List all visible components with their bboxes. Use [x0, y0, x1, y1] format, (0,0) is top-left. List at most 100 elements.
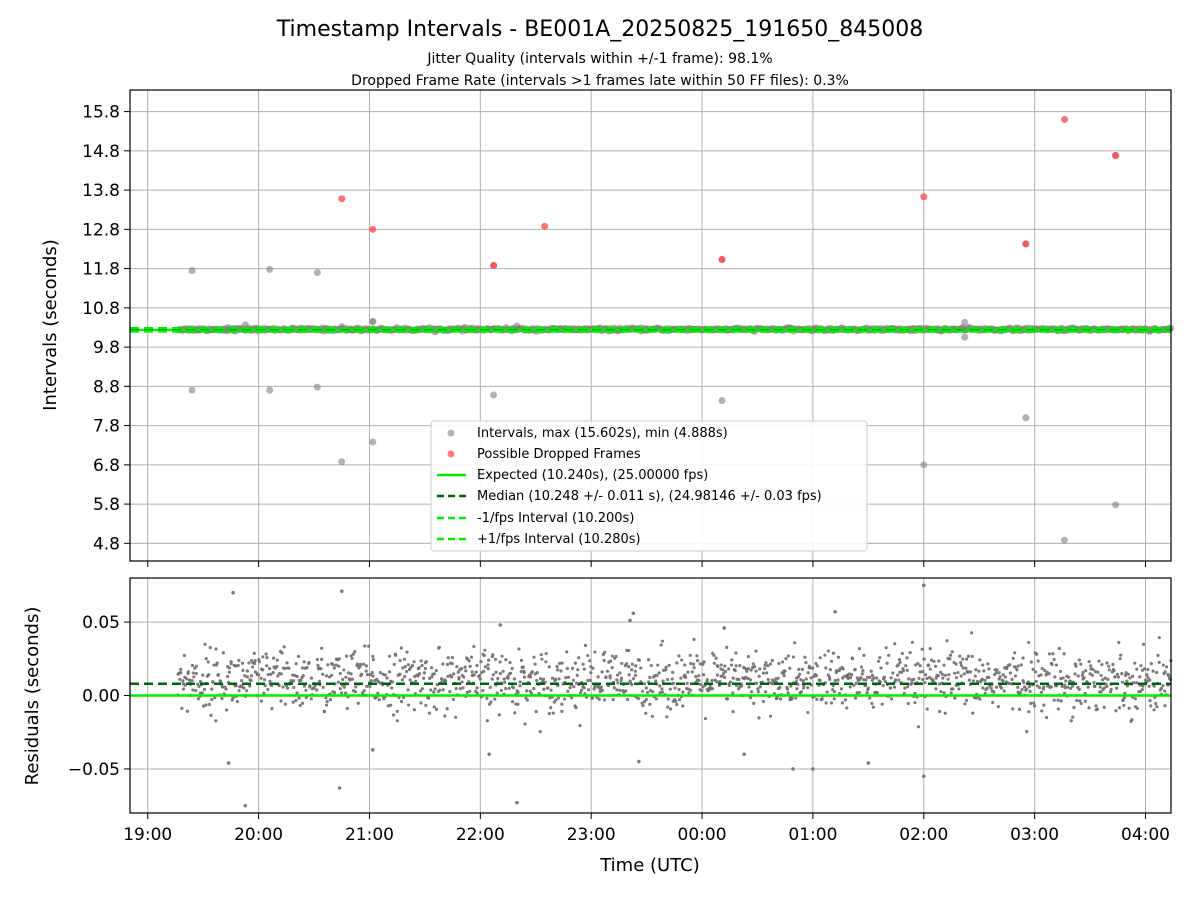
- bot-band-point: [716, 664, 720, 669]
- bot-band-point: [749, 668, 753, 672]
- bot-band-point: [1152, 708, 1156, 712]
- bot-band-point: [824, 666, 828, 670]
- bot-band-point: [818, 678, 822, 682]
- bot-band-point: [925, 707, 929, 711]
- bot-band-point: [726, 667, 731, 671]
- bot-band-point: [789, 684, 793, 688]
- bot-band-point: [450, 655, 454, 660]
- bot-band-point: [970, 631, 974, 635]
- bot-band-point: [438, 688, 442, 692]
- bot-band-point: [338, 687, 342, 691]
- top-outlier-point: [338, 458, 346, 466]
- bot-band-point: [522, 671, 526, 675]
- bot-band-point: [1083, 699, 1087, 703]
- bot-band-point: [665, 715, 669, 719]
- bot-band-point: [637, 658, 641, 662]
- legend-marker-dropped: [447, 450, 455, 458]
- legend-label-expected: Expected (10.240s), (25.00000 fps): [477, 468, 708, 483]
- bot-band-point: [259, 699, 264, 703]
- bot-band-point: [249, 678, 253, 683]
- bot-band-point: [1051, 652, 1055, 656]
- bot-band-point: [868, 675, 872, 679]
- bot-band-point: [602, 658, 606, 663]
- bot-outlier-point: [337, 786, 342, 790]
- bot-band-point: [1064, 679, 1068, 683]
- bot-band-point: [658, 684, 662, 688]
- bot-band-point: [1042, 685, 1046, 689]
- bot-band-point: [1135, 681, 1139, 685]
- bot-band-point: [687, 691, 691, 695]
- bot-band-point: [857, 647, 862, 651]
- bot-band-point: [1044, 673, 1048, 677]
- bot-band-point: [401, 666, 405, 670]
- bot-band-point: [253, 658, 257, 663]
- bot-outlier-point: [637, 759, 641, 764]
- chart-subtitle-2: Dropped Frame Rate (intervals >1 frames …: [351, 73, 849, 89]
- bot-band-point: [624, 662, 629, 666]
- bot-band-point: [523, 722, 527, 726]
- bot-band-point: [206, 673, 211, 677]
- top-outlier-point: [224, 323, 232, 331]
- bot-band-point: [574, 681, 579, 685]
- bot-band-point: [1114, 709, 1118, 713]
- bot-band-point: [889, 676, 893, 680]
- bot-band-point: [542, 687, 546, 691]
- bot-band-point: [668, 707, 673, 711]
- bot-band-point: [918, 670, 922, 674]
- bot-band-point: [220, 696, 224, 701]
- bot-band-point: [456, 670, 460, 674]
- bot-band-point: [1120, 680, 1124, 684]
- bot-band-point: [892, 685, 897, 689]
- bot-band-point: [738, 664, 742, 668]
- bot-band-point: [603, 650, 607, 654]
- x-tick-label: 20:00: [234, 825, 283, 845]
- bot-band-point: [308, 685, 312, 689]
- bot-band-point: [511, 686, 516, 690]
- bot-band-point: [790, 696, 794, 700]
- bot-band-point: [538, 676, 543, 681]
- bot-band-point: [191, 688, 195, 692]
- bot-band-point: [275, 658, 279, 662]
- bot-band-point: [1060, 684, 1064, 689]
- bot-band-point: [877, 659, 881, 663]
- bot-band-point: [358, 662, 363, 667]
- bot-band-point: [1015, 668, 1019, 672]
- bot-band-point: [519, 669, 523, 674]
- bot-band-point: [271, 671, 275, 675]
- bot-band-point: [836, 678, 840, 682]
- bot-band-point: [657, 671, 661, 675]
- bot-band-point: [420, 663, 424, 668]
- top-x-ticks: [147, 561, 1147, 567]
- bot-band-point: [577, 656, 581, 660]
- bot-band-point: [596, 675, 600, 679]
- legend-label-plus-fps: +1/fps Interval (10.280s): [477, 532, 641, 547]
- bot-band-point: [582, 667, 586, 671]
- bot-band-point: [806, 671, 810, 675]
- bot-band-point: [556, 696, 561, 700]
- bot-band-point: [280, 651, 284, 655]
- bot-band-point: [1111, 662, 1115, 667]
- bot-band-point: [412, 708, 416, 712]
- bot-band-point: [795, 687, 799, 691]
- bot-band-point: [566, 675, 571, 679]
- bot-band-point: [264, 652, 268, 656]
- bot-band-point: [633, 673, 638, 677]
- bot-band-point: [350, 656, 354, 661]
- bot-band-point: [235, 699, 240, 704]
- legend-label-median: Median (10.248 +/- 0.011 s), (24.98146 +…: [477, 489, 822, 504]
- bot-band-point: [392, 662, 396, 666]
- bot-band-point: [900, 651, 904, 656]
- top-outlier-point: [266, 265, 274, 273]
- bot-band-point: [981, 663, 985, 667]
- bot-band-point: [828, 677, 832, 681]
- bot-band-point: [495, 691, 499, 695]
- bot-band-point: [322, 709, 326, 714]
- bot-band-point: [928, 647, 932, 651]
- bot-band-point: [841, 676, 845, 680]
- bot-band-point: [268, 679, 272, 683]
- bot-band-point: [983, 678, 987, 683]
- bot-band-point: [399, 646, 403, 650]
- bot-band-point: [712, 661, 716, 665]
- bot-band-point: [1115, 672, 1119, 676]
